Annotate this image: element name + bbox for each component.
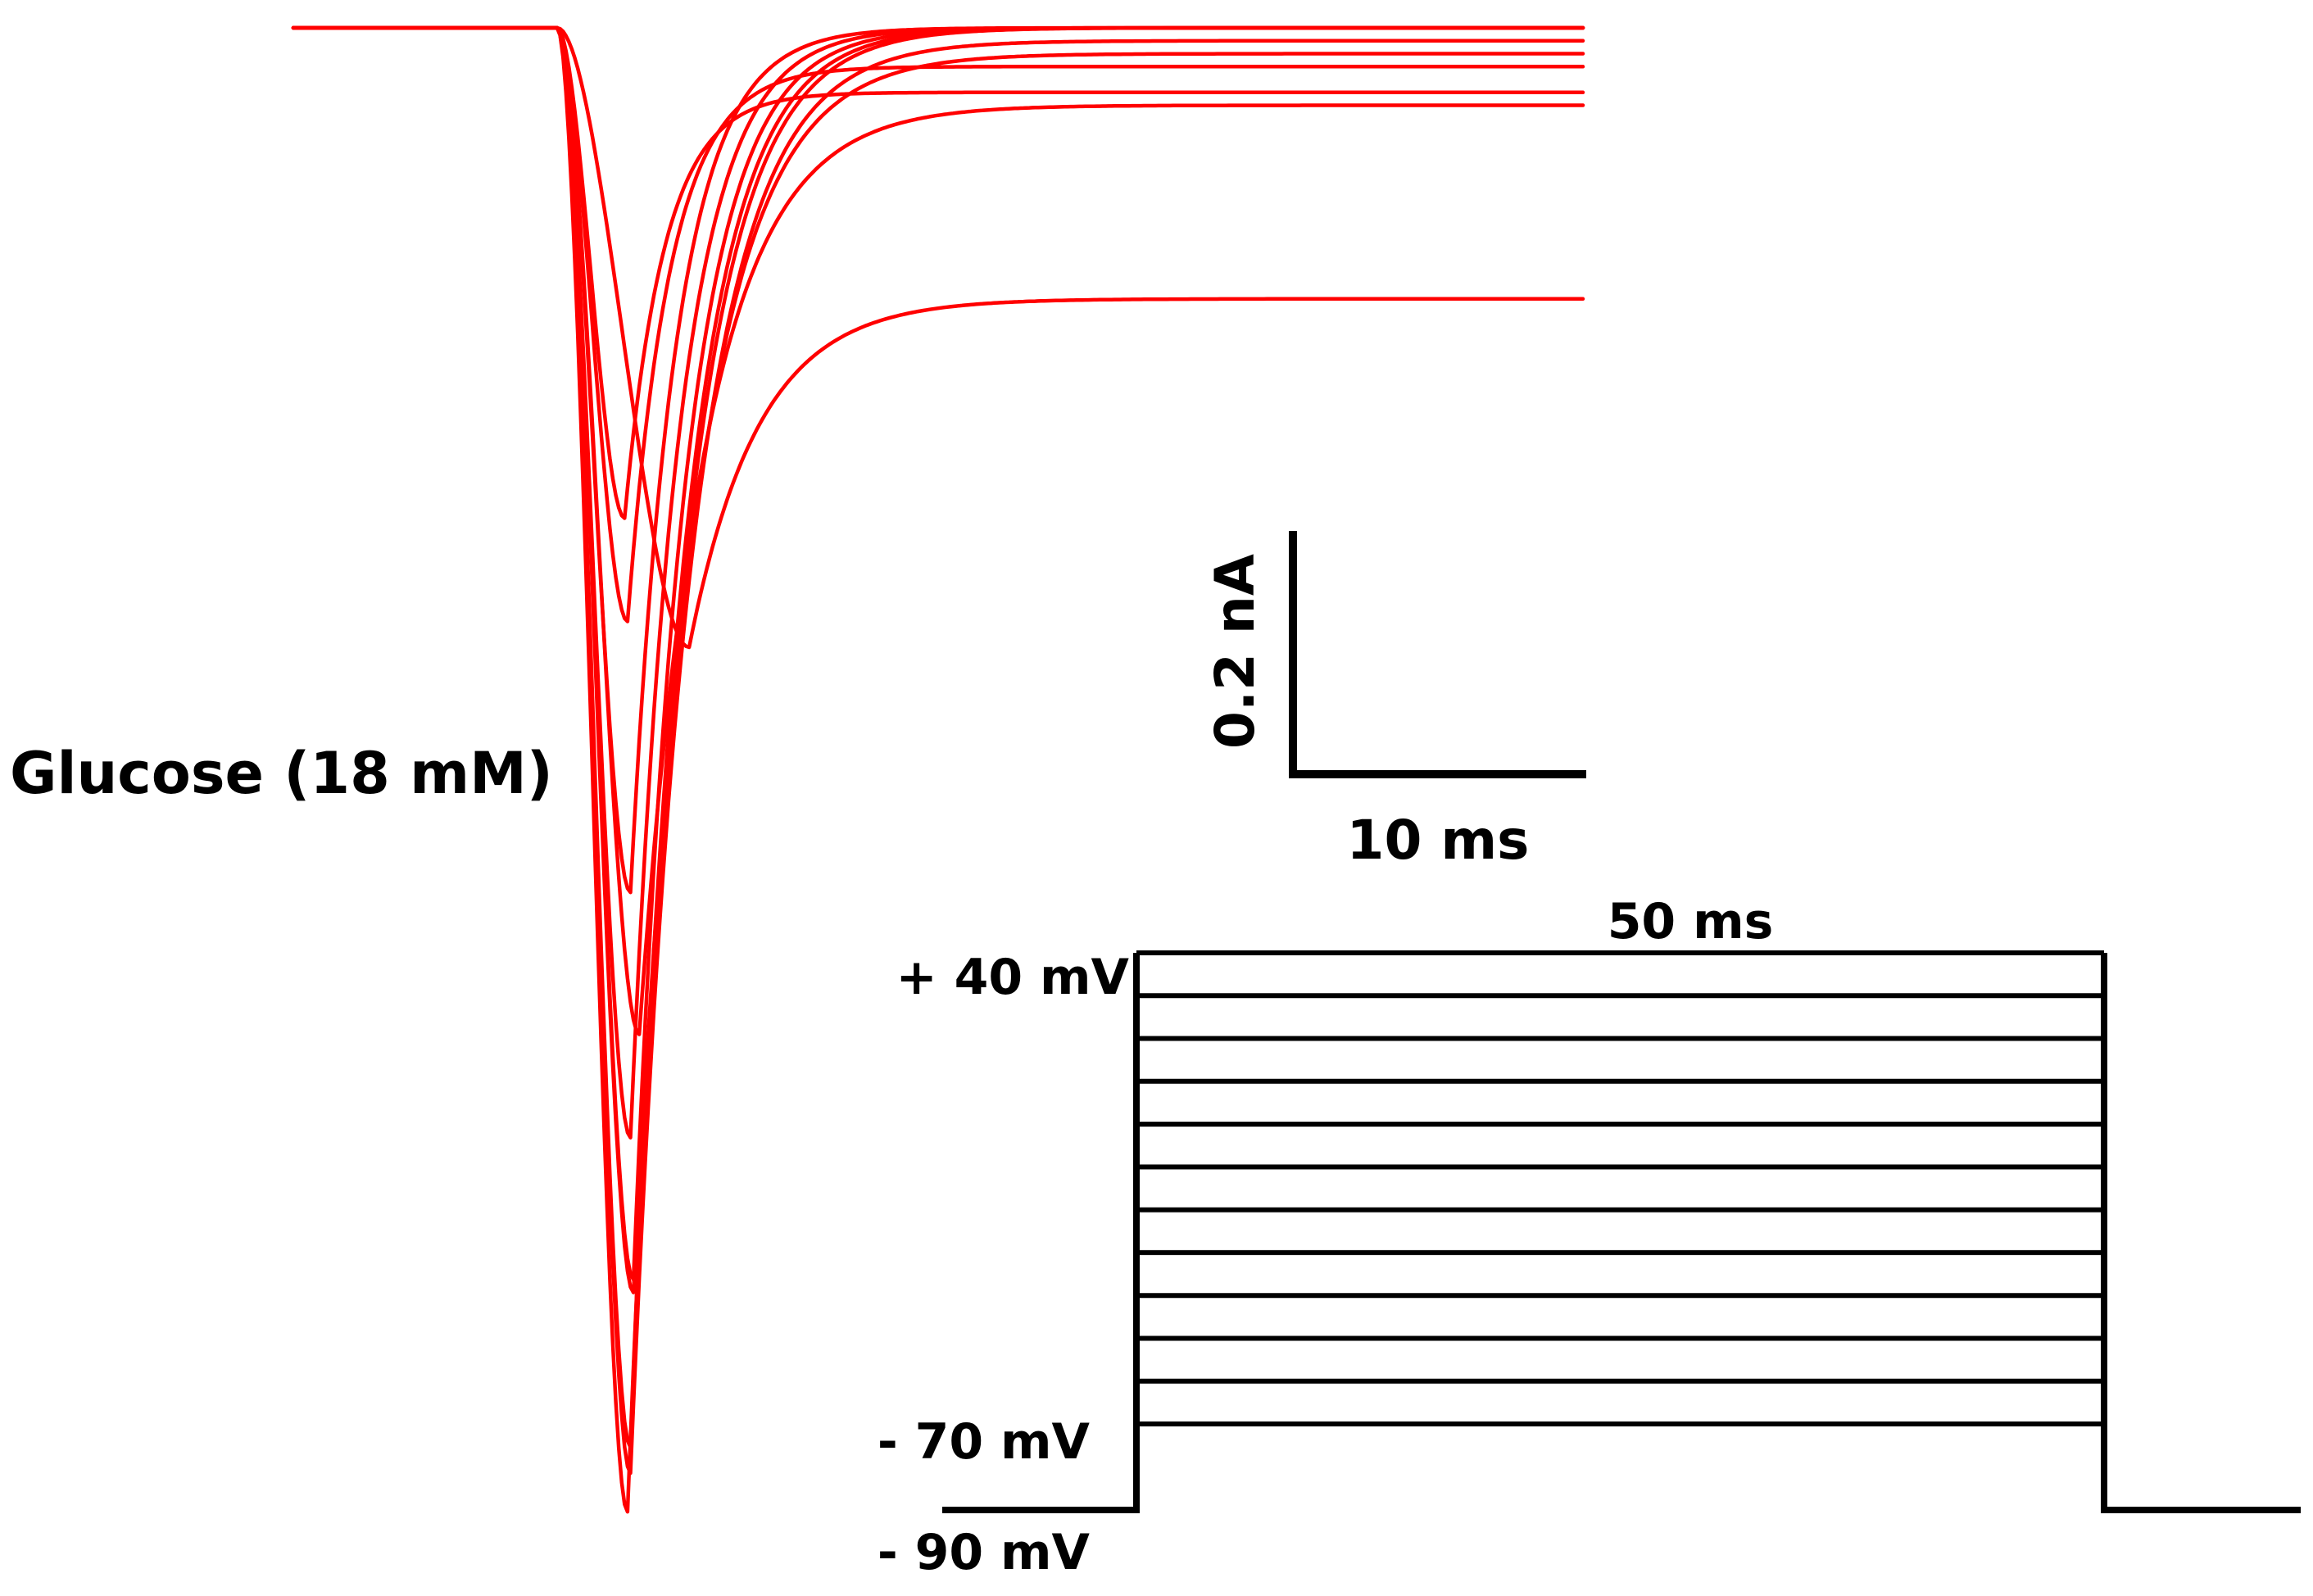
current-trace bbox=[291, 25, 1585, 623]
current-trace bbox=[291, 25, 1585, 1449]
scale-bar-current-label: 0.2 nA bbox=[1204, 554, 1267, 749]
protocol-steps bbox=[942, 950, 2301, 1513]
current-trace bbox=[291, 25, 1585, 1036]
current-trace bbox=[291, 25, 1585, 520]
scale-bar: 0.2 nA 10 ms bbox=[1204, 531, 1586, 872]
current-trace bbox=[291, 25, 1585, 1294]
current-trace bbox=[291, 25, 1585, 650]
current-traces bbox=[291, 25, 1585, 1514]
protocol-bottom-step-label: - 70 mV bbox=[878, 1413, 1091, 1471]
protocol-duration-label: 50 ms bbox=[1608, 893, 1774, 950]
scale-bar-lines bbox=[1289, 531, 1586, 778]
protocol-top-label: + 40 mV bbox=[896, 949, 1129, 1006]
current-trace bbox=[291, 25, 1585, 1514]
current-trace bbox=[291, 25, 1585, 1281]
protocol-holding-and-edges bbox=[942, 953, 2301, 1513]
protocol-holding-label: - 90 mV bbox=[878, 1524, 1091, 1581]
voltage-protocol: 50 ms + 40 mV - 70 mV - 90 mV bbox=[878, 893, 2301, 1581]
condition-label: Glucose (18 mM) bbox=[10, 740, 553, 807]
scale-bar-time-label: 10 ms bbox=[1347, 809, 1530, 872]
